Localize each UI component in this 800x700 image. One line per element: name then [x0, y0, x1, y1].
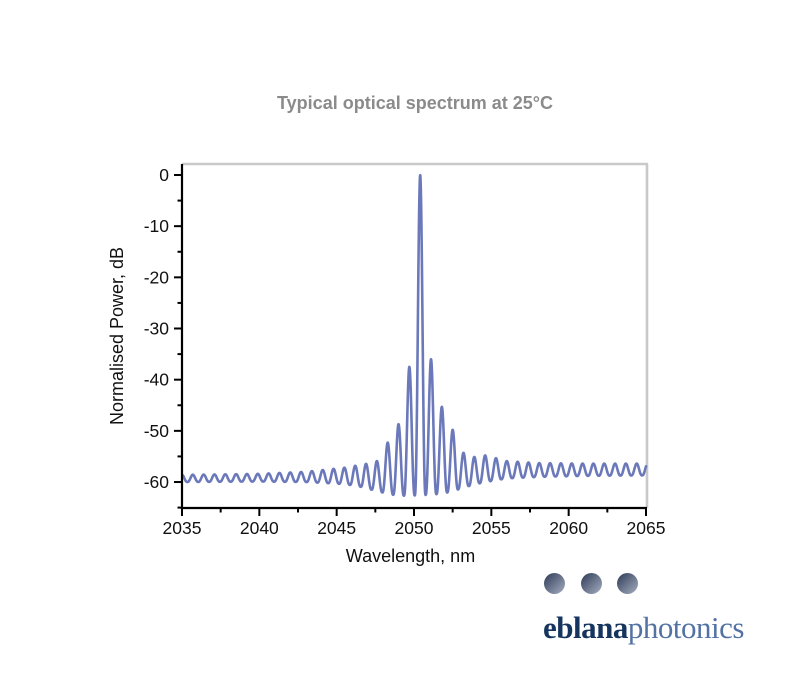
y-tick-label: -10 [144, 216, 170, 236]
x-tick-label: 2055 [472, 518, 511, 538]
x-tick-label: 2065 [627, 518, 666, 538]
x-tick-label: 2035 [163, 518, 202, 538]
chart-title: Typical optical spectrum at 25°C [277, 93, 553, 113]
y-tick-label: 0 [159, 165, 169, 185]
y-tick-label: -30 [144, 319, 170, 339]
y-tick-label: -40 [144, 370, 170, 390]
y-tick-label: -20 [144, 267, 170, 287]
y-axis-title: Normalised Power, dB [107, 247, 127, 425]
logo-dot-icon [617, 573, 638, 594]
logo-word-photonics: photonics [627, 610, 745, 645]
y-tick-label: -50 [144, 421, 170, 441]
x-tick-label: 2050 [395, 518, 434, 538]
logo-dot-icon [544, 573, 565, 594]
spectrum-curve [182, 173, 648, 497]
y-tick-label: -60 [144, 472, 170, 492]
x-axis-title: Wavelength, nm [346, 546, 475, 566]
x-tick-label: 2040 [240, 518, 279, 538]
x-tick-label: 2060 [549, 518, 588, 538]
logo-dots [544, 573, 638, 594]
logo-wordmark: eblanaphotonics [543, 610, 744, 646]
x-tick-label: 2045 [317, 518, 356, 538]
logo-word-eblana: eblana [543, 610, 628, 645]
logo-dot-icon [580, 573, 602, 594]
